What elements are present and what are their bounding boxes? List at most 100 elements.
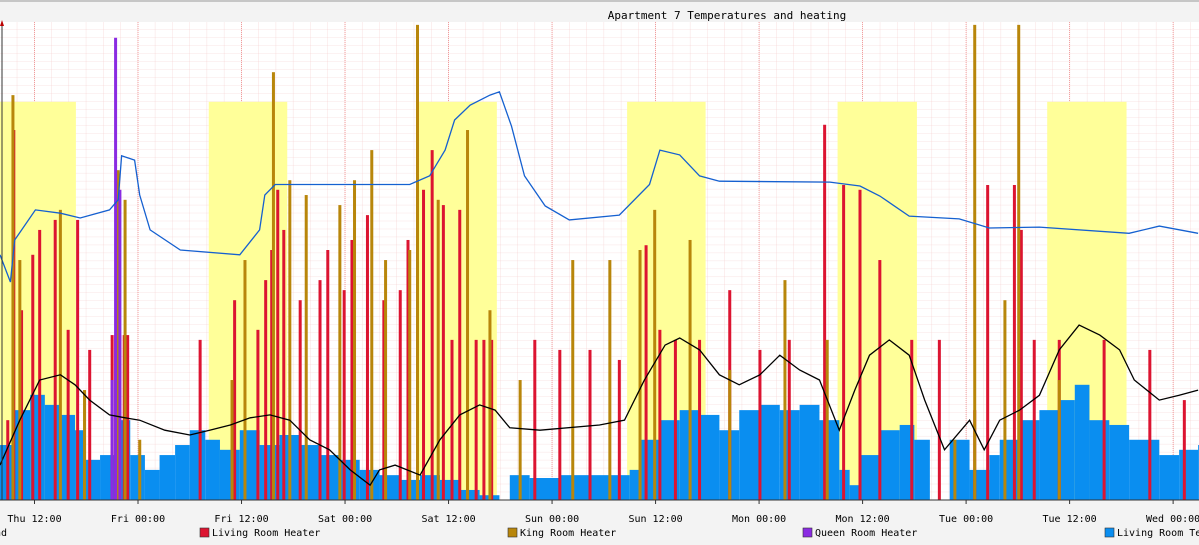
bar bbox=[617, 359, 621, 500]
bar bbox=[533, 339, 537, 500]
bar bbox=[138, 439, 142, 500]
area-step bbox=[84, 459, 101, 500]
bar bbox=[474, 339, 478, 500]
bar bbox=[973, 24, 977, 500]
bar bbox=[787, 339, 791, 500]
bar bbox=[436, 199, 440, 501]
x-tick-label: Mon 12:00 bbox=[835, 514, 889, 525]
bar bbox=[230, 380, 234, 500]
bar bbox=[878, 260, 882, 500]
bar bbox=[198, 339, 202, 500]
bar bbox=[326, 250, 330, 500]
area-step bbox=[799, 404, 820, 500]
bar bbox=[20, 310, 24, 500]
area-step bbox=[300, 445, 321, 500]
area-step bbox=[420, 475, 440, 500]
area-step bbox=[629, 469, 641, 500]
bar bbox=[588, 349, 592, 500]
bar bbox=[458, 209, 462, 500]
area-step bbox=[949, 439, 970, 500]
bar bbox=[910, 339, 914, 500]
bar bbox=[11, 95, 15, 500]
legend-swatch bbox=[1104, 527, 1115, 538]
area-step bbox=[1109, 424, 1130, 500]
area-step bbox=[189, 430, 206, 500]
x-tick-label: Tue 12:00 bbox=[1043, 514, 1097, 525]
bar bbox=[1102, 339, 1106, 500]
area-step bbox=[320, 455, 340, 500]
bar bbox=[488, 310, 492, 500]
bar bbox=[842, 184, 846, 501]
bar bbox=[658, 329, 662, 500]
area-step bbox=[1039, 410, 1060, 500]
area-step bbox=[849, 485, 861, 500]
bar bbox=[123, 199, 127, 501]
bar bbox=[758, 349, 762, 500]
area-step bbox=[175, 445, 190, 500]
bar bbox=[318, 280, 322, 500]
bar bbox=[338, 205, 342, 500]
bar bbox=[370, 150, 374, 500]
area-step bbox=[914, 439, 930, 500]
bar bbox=[673, 339, 677, 500]
bar bbox=[986, 184, 990, 501]
bar bbox=[490, 339, 494, 500]
x-tick-label: Fri 00:00 bbox=[111, 514, 165, 525]
x-tick-label: Sun 00:00 bbox=[525, 514, 579, 525]
x-tick-label: Thu 12:00 bbox=[7, 514, 61, 525]
bar bbox=[1057, 380, 1061, 500]
bar bbox=[406, 239, 410, 500]
bar bbox=[1148, 349, 1152, 500]
bar bbox=[937, 339, 941, 500]
bar bbox=[1019, 229, 1023, 500]
bar bbox=[116, 170, 120, 500]
area-step bbox=[219, 449, 240, 500]
bar bbox=[233, 300, 237, 500]
bar bbox=[430, 150, 434, 500]
area-step bbox=[75, 430, 85, 500]
x-tick-label: Sat 00:00 bbox=[318, 514, 372, 525]
bar bbox=[1012, 184, 1016, 501]
bar bbox=[110, 380, 114, 500]
bar bbox=[282, 229, 286, 500]
area-step bbox=[144, 469, 160, 500]
area-step bbox=[529, 478, 560, 500]
area-step bbox=[860, 455, 880, 500]
bar bbox=[342, 290, 346, 500]
bar bbox=[1032, 339, 1036, 500]
area-step bbox=[1159, 455, 1180, 500]
chart-title: Apartment 7 Temperatures and heating bbox=[608, 9, 846, 22]
bar bbox=[66, 329, 70, 500]
area-step bbox=[879, 430, 900, 500]
area-step bbox=[640, 439, 660, 500]
bar bbox=[353, 180, 357, 500]
bar bbox=[298, 300, 302, 500]
bar bbox=[53, 219, 57, 500]
bar bbox=[1017, 24, 1021, 500]
bar bbox=[118, 189, 122, 500]
area-step bbox=[599, 475, 630, 500]
bar bbox=[1003, 300, 1007, 500]
area-step bbox=[459, 489, 480, 500]
area-step bbox=[159, 455, 176, 500]
bar bbox=[571, 260, 575, 500]
legend-label: Living Room Te bbox=[1117, 528, 1199, 539]
bar bbox=[365, 215, 369, 500]
bar bbox=[441, 205, 445, 500]
bar bbox=[256, 329, 260, 500]
bar bbox=[644, 245, 648, 500]
bar bbox=[653, 209, 657, 500]
bar bbox=[823, 124, 827, 501]
bar bbox=[1182, 400, 1186, 500]
area-step bbox=[989, 455, 1000, 500]
bar bbox=[518, 380, 522, 500]
x-tick-label: Sat 12:00 bbox=[421, 514, 475, 525]
bar bbox=[88, 349, 92, 500]
bar bbox=[31, 254, 35, 500]
x-tick-label: Tue 00:00 bbox=[939, 514, 993, 525]
bar bbox=[382, 300, 386, 500]
bar bbox=[783, 280, 787, 500]
bar bbox=[825, 339, 829, 500]
area-step bbox=[44, 404, 61, 500]
area-step bbox=[1089, 420, 1110, 500]
